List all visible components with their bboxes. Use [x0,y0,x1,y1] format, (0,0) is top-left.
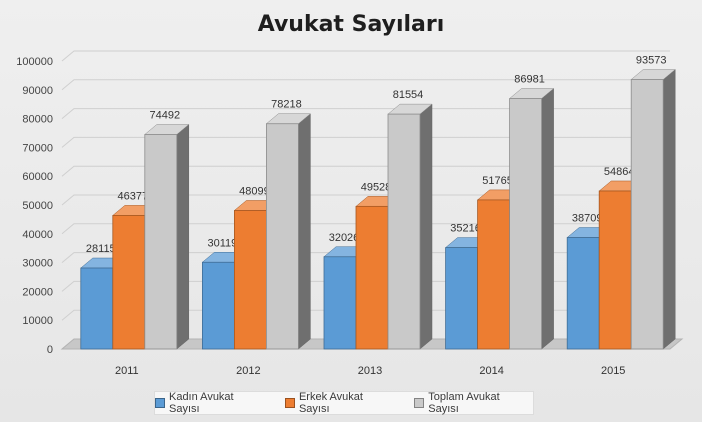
data-label: 35216 [450,223,481,235]
data-label: 28115 [86,243,116,255]
gridline [61,79,670,91]
x-tick-label: 2013 [358,365,382,377]
y-tick-label: 70000 [22,142,53,154]
bar [201,261,235,350]
bar [144,134,178,350]
y-tick-label: 80000 [22,114,53,126]
gridline [61,108,670,119]
bar-side [298,113,311,350]
bar [265,123,299,350]
x-tick-label: 2015 [601,365,625,377]
bar [509,98,543,350]
data-label: 30119 [208,237,238,249]
gridline [61,165,670,177]
gridline [61,50,670,62]
bar [477,199,511,350]
bar [112,215,146,350]
data-label: 46377 [118,190,149,202]
gridline [61,194,670,206]
y-tick-label: 50000 [22,200,53,212]
bar [598,190,632,350]
x-tick-label: 2011 [115,365,139,377]
bar [80,267,114,350]
data-label: 32026 [329,232,360,244]
gridline [61,223,670,235]
legend-label-kadin: Kadın Avukat Sayısı [168,391,234,415]
bar-side [662,68,676,350]
bar [355,205,389,350]
data-label: 51765 [482,175,513,187]
bar [323,256,357,350]
legend-label-toplam: Toplam Avukat Sayısı [428,391,500,415]
y-tick-label: 20000 [22,286,53,298]
x-tick-label: 2012 [236,365,260,377]
data-label: 78218 [271,99,302,111]
chart-title: Avukat Sayıları [257,12,445,37]
bar [233,210,267,350]
bar [445,247,479,350]
legend-item-erkek: Erkek Avukat Sayısı [284,391,396,415]
bar-side [176,123,190,350]
data-label: 54864 [604,166,635,178]
legend-swatch-kadin [155,398,165,408]
bar-side [419,103,433,350]
plot-area: 0 10000 20000 30000 40000 50000 60000 70000 8000… [16,50,684,377]
legend-swatch-erkek [284,398,295,408]
data-label: 38709 [572,213,603,225]
gridline [61,136,670,148]
data-label: 81554 [393,89,424,101]
bar-side [541,87,554,350]
legend-swatch-toplam [414,398,425,408]
bar [566,237,600,350]
y-tick-label: 10000 [22,315,53,327]
data-label: 93573 [636,55,667,67]
legend: Kadın Avukat Sayısı Erkek Avukat Sayısı … [154,391,534,415]
y-tick-label: 90000 [22,85,53,97]
data-label: 48099 [239,185,270,197]
y-tick-label: 30000 [22,258,53,270]
legend-item-kadin: Kadın Avukat Sayısı [155,391,267,415]
bar [630,79,664,350]
y-tick-label: 0 [47,344,53,356]
data-label: 74492 [150,109,181,121]
data-label: 49528 [361,181,392,193]
data-label: 86981 [514,73,545,85]
x-tick-label: 2014 [479,365,503,377]
legend-item-toplam: Toplam Avukat Sayısı [414,391,533,415]
bar [387,113,421,350]
legend-label-erkek: Erkek Avukat Sayısı [298,391,363,415]
y-tick-label: 100000 [16,56,53,68]
y-tick-label: 40000 [22,229,53,241]
y-tick-label: 60000 [22,171,53,183]
